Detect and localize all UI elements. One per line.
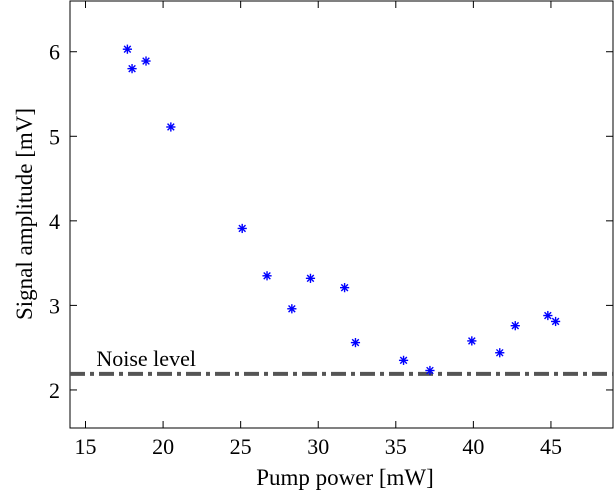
x-tick-label: 15 <box>75 434 97 459</box>
plot-area <box>69 0 614 429</box>
y-tick-label: 5 <box>49 124 60 149</box>
data-point <box>425 365 435 376</box>
data-point <box>467 336 477 346</box>
data-point <box>127 64 137 74</box>
data-point <box>510 321 520 331</box>
data-points <box>122 44 561 376</box>
y-tick-label: 2 <box>49 378 60 403</box>
data-point <box>141 56 151 66</box>
data-point <box>495 348 505 358</box>
x-tick-label: 30 <box>307 434 329 459</box>
data-point <box>237 223 247 234</box>
data-point <box>122 44 133 54</box>
noise-level-label: Noise level <box>96 346 196 371</box>
y-tick-label: 3 <box>49 293 60 318</box>
y-tick-label: 6 <box>49 40 60 65</box>
x-tick-label: 20 <box>152 434 174 459</box>
reference-lines: Noise level <box>70 346 613 376</box>
y-axis-title: Signal amplitude [mV] <box>12 108 37 320</box>
x-axis-title: Pump power [mW] <box>256 465 434 490</box>
x-tick-label: 25 <box>230 434 252 459</box>
x-tick-label: 40 <box>462 434 484 459</box>
y-tick-label: 4 <box>49 209 60 234</box>
data-point <box>550 316 561 327</box>
data-point <box>350 338 361 348</box>
x-tick-label: 35 <box>385 434 407 459</box>
data-point <box>398 355 409 365</box>
data-point <box>262 271 272 281</box>
data-point <box>305 273 316 283</box>
data-point <box>543 310 553 321</box>
data-point <box>340 283 350 293</box>
x-tick-label: 45 <box>540 434 562 459</box>
data-point <box>166 122 176 132</box>
data-point <box>287 304 297 314</box>
